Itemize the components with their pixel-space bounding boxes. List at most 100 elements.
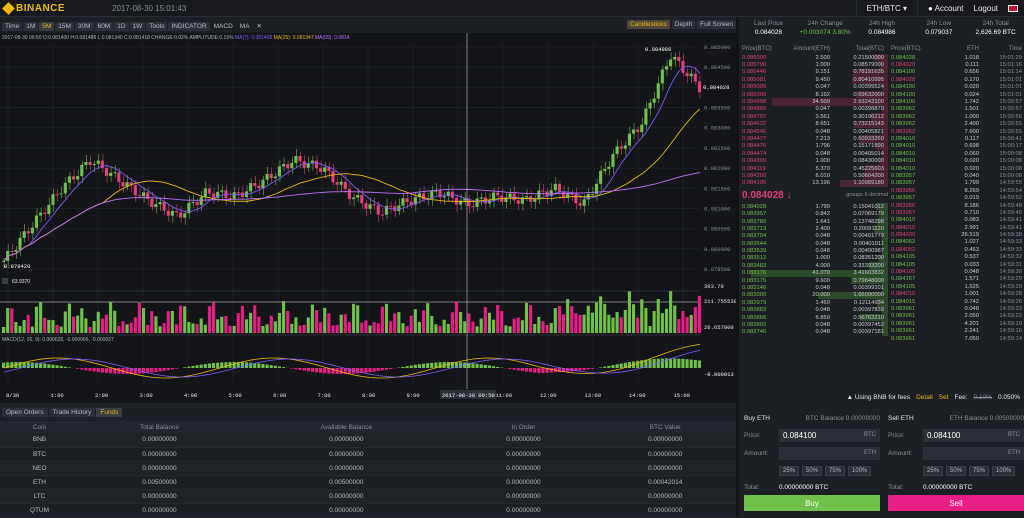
- amount-input[interactable]: ETH: [779, 447, 880, 460]
- amount-input[interactable]: ETH: [923, 447, 1024, 460]
- trade-time: 15:00:08: [979, 166, 1024, 172]
- fee-set-link[interactable]: Set: [939, 394, 949, 401]
- toolbar-item-6[interactable]: 1D: [114, 22, 128, 31]
- bnb-fee-toggle[interactable]: ▲ Using BNB for fees: [847, 394, 911, 401]
- toolbar-item-11[interactable]: MA: [237, 22, 253, 31]
- chart-view-0[interactable]: Candlesticks: [627, 20, 670, 29]
- toolbar-item-0[interactable]: Time: [2, 22, 22, 31]
- tab-trade-history[interactable]: Trade History: [49, 408, 96, 417]
- sell-button[interactable]: Sell: [888, 495, 1024, 511]
- volume-bar: [381, 307, 384, 333]
- pct-button-75[interactable]: 75%: [969, 466, 989, 476]
- logout-link[interactable]: Logout: [974, 4, 998, 13]
- pct-button-25[interactable]: 25%: [923, 466, 943, 476]
- tab-open-orders[interactable]: Open Orders: [2, 408, 48, 417]
- toolbar-item-2[interactable]: 5M: [39, 22, 54, 31]
- toolbar-item-4[interactable]: 30M: [75, 22, 94, 31]
- ob-amount: 1.000: [780, 255, 830, 261]
- brand-logo[interactable]: BINANCE: [0, 3, 112, 14]
- pct-button-50[interactable]: 50%: [802, 466, 822, 476]
- chart-canvas[interactable]: 0.0850000.0845000.0840000.0835000.083000…: [0, 33, 736, 403]
- chart-view-1[interactable]: Depth: [672, 20, 695, 29]
- trade-time: 14:59:38: [979, 232, 1024, 238]
- tab-funds[interactable]: Funds: [96, 408, 122, 417]
- ob-price: 0.083780: [740, 219, 780, 225]
- pct-button-50[interactable]: 50%: [946, 466, 966, 476]
- toolbar-item-1[interactable]: 1M: [23, 22, 38, 31]
- pct-button-25[interactable]: 25%: [779, 466, 799, 476]
- funds-cell: 0.00000000: [240, 489, 453, 503]
- toolbar-item-12[interactable]: ✕: [254, 21, 265, 31]
- price-chart[interactable]: 2017-08-30 09:50 O:0.081400 H:0.081486 L…: [0, 33, 736, 403]
- macd-hist-bar: [476, 364, 479, 368]
- pct-button-100[interactable]: 100%: [992, 466, 1015, 476]
- buy-button[interactable]: Buy: [744, 495, 880, 511]
- macd-hist-bar: [154, 368, 157, 372]
- pct-button-75[interactable]: 75%: [825, 466, 845, 476]
- pct-button-100[interactable]: 100%: [848, 466, 871, 476]
- toolbar-item-7[interactable]: 1W: [130, 22, 146, 31]
- language-flag-icon[interactable]: [1008, 5, 1018, 12]
- groups-select[interactable]: groups 6 decimal: [846, 192, 888, 198]
- funds-cell: LTC: [0, 489, 79, 503]
- form-balance: ETH Balance 0.00500000: [950, 415, 1024, 422]
- volume-bar: [476, 326, 479, 333]
- toolbar-item-10[interactable]: MACD: [211, 22, 236, 31]
- macd-hist-bar: [43, 364, 46, 368]
- fee-detail-link[interactable]: Detail: [916, 394, 933, 401]
- ob-header-0: Price(BTC): [740, 46, 780, 52]
- toolbar-item-3[interactable]: 15M: [55, 22, 74, 31]
- volume-bar: [224, 316, 227, 333]
- chart-view-2[interactable]: Full Screen: [697, 20, 736, 29]
- volume-bar: [352, 304, 355, 333]
- trade-price: 0.083962: [889, 106, 941, 112]
- funds-header-1: Total Balance: [79, 421, 240, 433]
- volume-bar: [686, 317, 689, 333]
- toolbar-item-9[interactable]: INDICATOR: [168, 22, 209, 31]
- candle: [105, 168, 108, 176]
- toolbar-item-8[interactable]: Tools: [146, 22, 167, 31]
- toolbar-item-5[interactable]: 60M: [95, 22, 114, 31]
- account-link[interactable]: ● Account: [928, 4, 964, 13]
- pair-selector[interactable]: ETH/BTC ▾: [856, 0, 918, 17]
